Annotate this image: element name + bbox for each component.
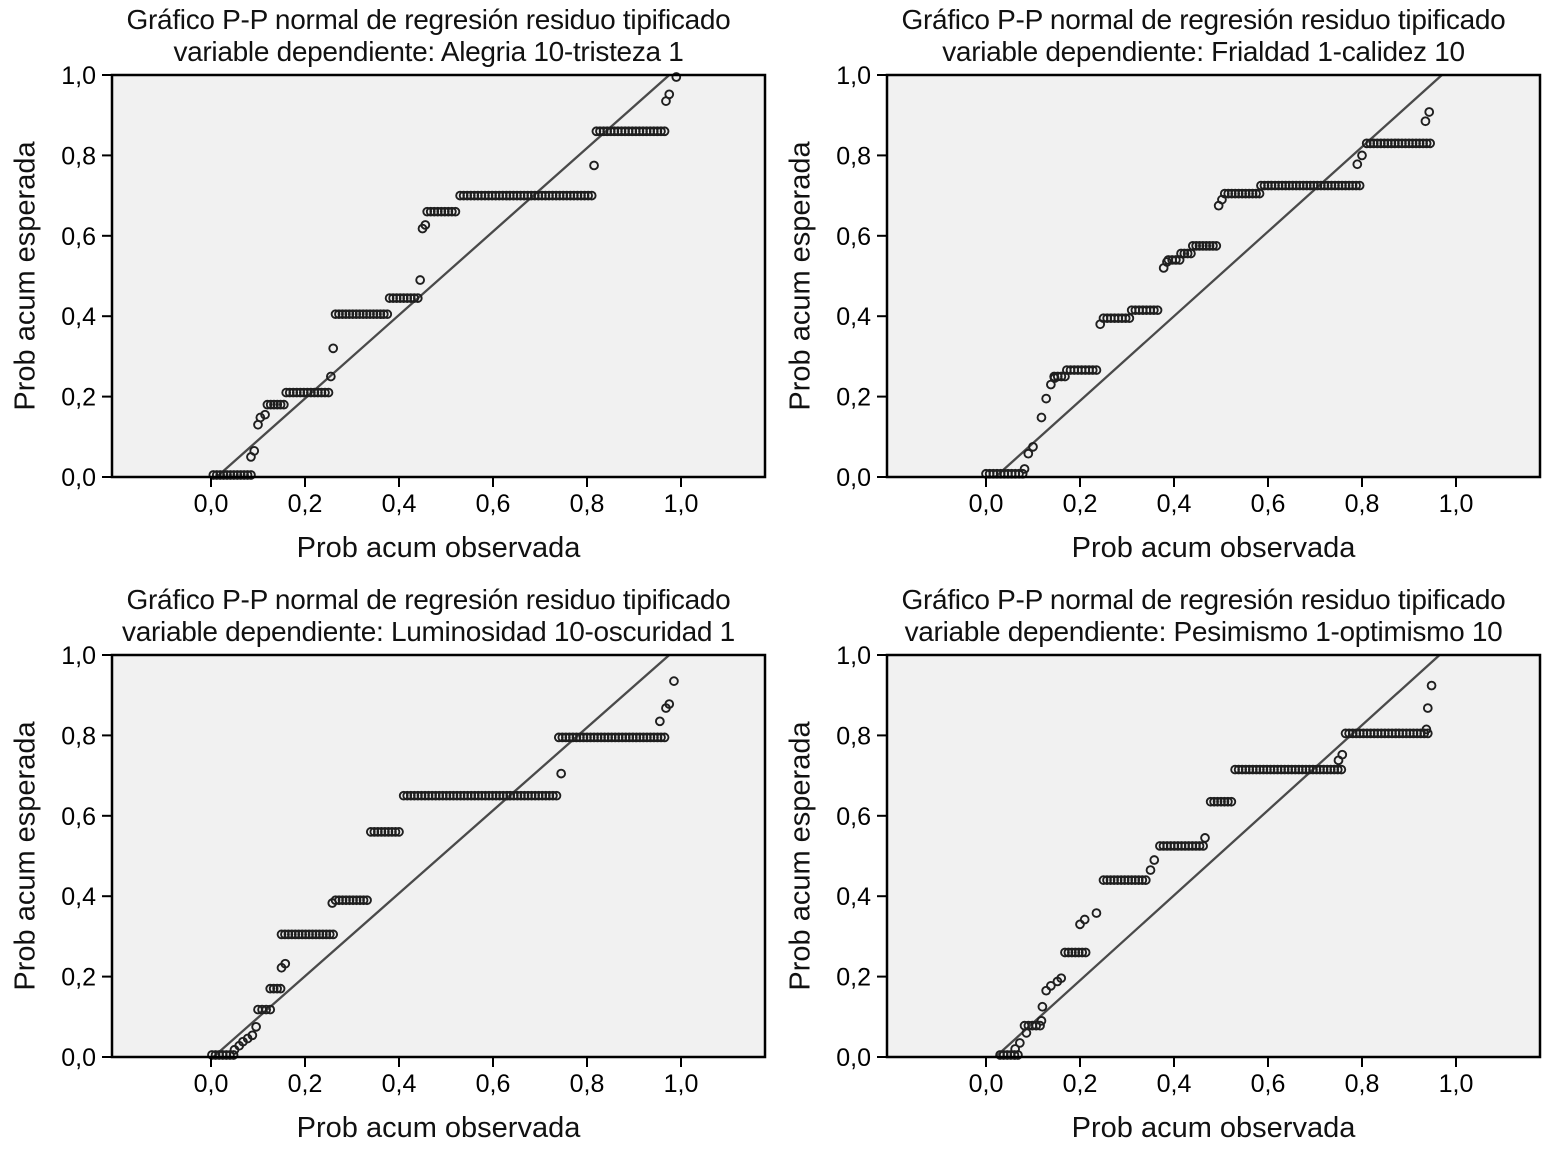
y-tick-label: 1,0 [836, 62, 871, 90]
y-tick-label: 0,4 [61, 303, 96, 331]
y-tick-label: 0,6 [61, 223, 96, 251]
y-tick-label: 0,2 [836, 384, 871, 412]
x-tick-label: 0,2 [288, 490, 323, 518]
chart-title: Gráfico P-P normal de regresión residuo … [92, 584, 765, 648]
plot-canvas-frialdad: 0,0 0,2 0,4 0,6 0,8 1,0 0,0 0,2 0,4 0,6 0,8 1,0 [836, 62, 1542, 518]
plot-canvas-luminosidad: 0,0 0,2 0,4 0,6 0,8 1,0 0,0 0,2 0,4 0,6 0,8 1,0 [61, 642, 767, 1098]
x-tick-label: 0,0 [969, 1070, 1004, 1098]
y-axis-title: Prob acum esperada [784, 141, 817, 411]
x-tick-label: 0,6 [476, 490, 511, 518]
y-tick-label: 0,0 [61, 464, 96, 492]
chart-title-line1: Gráfico P-P normal de regresión residuo … [126, 4, 731, 35]
y-axis-title: Prob acum esperada [784, 721, 817, 991]
x-tick-label: 0,8 [1345, 490, 1380, 518]
y-tick-label: 0,0 [836, 464, 871, 492]
pp-plot-panel-alegria: 0,0 0,2 0,4 0,6 0,8 1,0 0,0 0,2 0,4 0,6 0,8 1,0 Grá… [0, 0, 775, 580]
x-axis-title: Prob acum observada [1071, 532, 1356, 564]
y-tick-label: 0,2 [61, 384, 96, 412]
x-tick-label: 0,6 [1251, 1070, 1286, 1098]
y-tick-label: 0,0 [61, 1044, 96, 1072]
plot-canvas-alegria: 0,0 0,2 0,4 0,6 0,8 1,0 0,0 0,2 0,4 0,6 0,8 1,0 [61, 62, 767, 518]
x-tick-label: 0,0 [194, 1070, 229, 1098]
x-tick-label: 0,8 [570, 490, 605, 518]
y-tick-label: 0,6 [836, 223, 871, 251]
chart-title: Gráfico P-P normal de regresión residuo … [867, 4, 1540, 68]
chart-title-line1: Gráfico P-P normal de regresión residuo … [126, 584, 731, 615]
x-tick-label: 0,2 [1063, 1070, 1098, 1098]
x-tick-label: 0,0 [194, 490, 229, 518]
y-tick-label: 0,0 [836, 1044, 871, 1072]
y-tick-label: 0,2 [61, 964, 96, 992]
chart-title-line1: Gráfico P-P normal de regresión residuo … [901, 584, 1506, 615]
x-tick-label: 0,4 [382, 490, 417, 518]
y-tick-label: 0,8 [61, 142, 96, 170]
x-axis-title: Prob acum observada [296, 1112, 581, 1144]
pp-plot-panel-pesimismo: 0,0 0,2 0,4 0,6 0,8 1,0 0,0 0,2 0,4 0,6 0,8 1,0 Grá… [775, 580, 1550, 1159]
x-axis-title: Prob acum observada [1071, 1112, 1356, 1144]
pp-plot-panel-frialdad: 0,0 0,2 0,4 0,6 0,8 1,0 0,0 0,2 0,4 0,6 0,8 1,0 Grá… [775, 0, 1550, 580]
plot-canvas-pesimismo: 0,0 0,2 0,4 0,6 0,8 1,0 0,0 0,2 0,4 0,6 0,8 1,0 [836, 642, 1542, 1098]
x-tick-label: 0,8 [1345, 1070, 1380, 1098]
y-tick-label: 0,8 [61, 722, 96, 750]
chart-title-line2: variable dependiente: Frialdad 1-calidez… [942, 36, 1465, 67]
y-tick-label: 0,6 [61, 803, 96, 831]
y-tick-label: 0,4 [836, 303, 871, 331]
x-tick-label: 0,0 [969, 490, 1004, 518]
chart-title-line2: variable dependiente: Alegria 10-tristez… [173, 36, 684, 67]
y-axis-title: Prob acum esperada [9, 141, 42, 411]
x-axis-title: Prob acum observada [296, 532, 581, 564]
x-tick-label: 0,4 [1157, 1070, 1192, 1098]
x-tick-label: 1,0 [664, 1070, 699, 1098]
x-tick-label: 0,2 [1063, 490, 1098, 518]
y-axis-title: Prob acum esperada [9, 721, 42, 991]
x-tick-label: 0,6 [1251, 490, 1286, 518]
x-tick-label: 1,0 [1439, 490, 1474, 518]
y-tick-label: 1,0 [61, 62, 96, 90]
x-tick-label: 1,0 [664, 490, 699, 518]
x-tick-label: 1,0 [1439, 1070, 1474, 1098]
chart-title-line2: variable dependiente: Pesimismo 1-optimi… [904, 616, 1503, 647]
y-tick-label: 0,8 [836, 722, 871, 750]
pp-plot-panel-luminosidad: 0,0 0,2 0,4 0,6 0,8 1,0 0,0 0,2 0,4 0,6 0,8 1,0 Grá… [0, 580, 775, 1159]
x-tick-label: 0,4 [382, 1070, 417, 1098]
y-tick-label: 0,8 [836, 142, 871, 170]
x-tick-label: 0,2 [288, 1070, 323, 1098]
x-tick-label: 0,4 [1157, 490, 1192, 518]
chart-title-line1: Gráfico P-P normal de regresión residuo … [901, 4, 1506, 35]
x-tick-label: 0,8 [570, 1070, 605, 1098]
y-tick-label: 0,4 [61, 883, 96, 911]
y-tick-label: 1,0 [836, 642, 871, 670]
chart-title: Gráfico P-P normal de regresión residuo … [92, 4, 765, 68]
y-tick-label: 1,0 [61, 642, 96, 670]
x-tick-label: 0,6 [476, 1070, 511, 1098]
chart-title: Gráfico P-P normal de regresión residuo … [867, 584, 1540, 648]
chart-title-line2: variable dependiente: Luminosidad 10-osc… [122, 616, 735, 647]
y-tick-label: 0,2 [836, 964, 871, 992]
y-tick-label: 0,6 [836, 803, 871, 831]
y-tick-label: 0,4 [836, 883, 871, 911]
